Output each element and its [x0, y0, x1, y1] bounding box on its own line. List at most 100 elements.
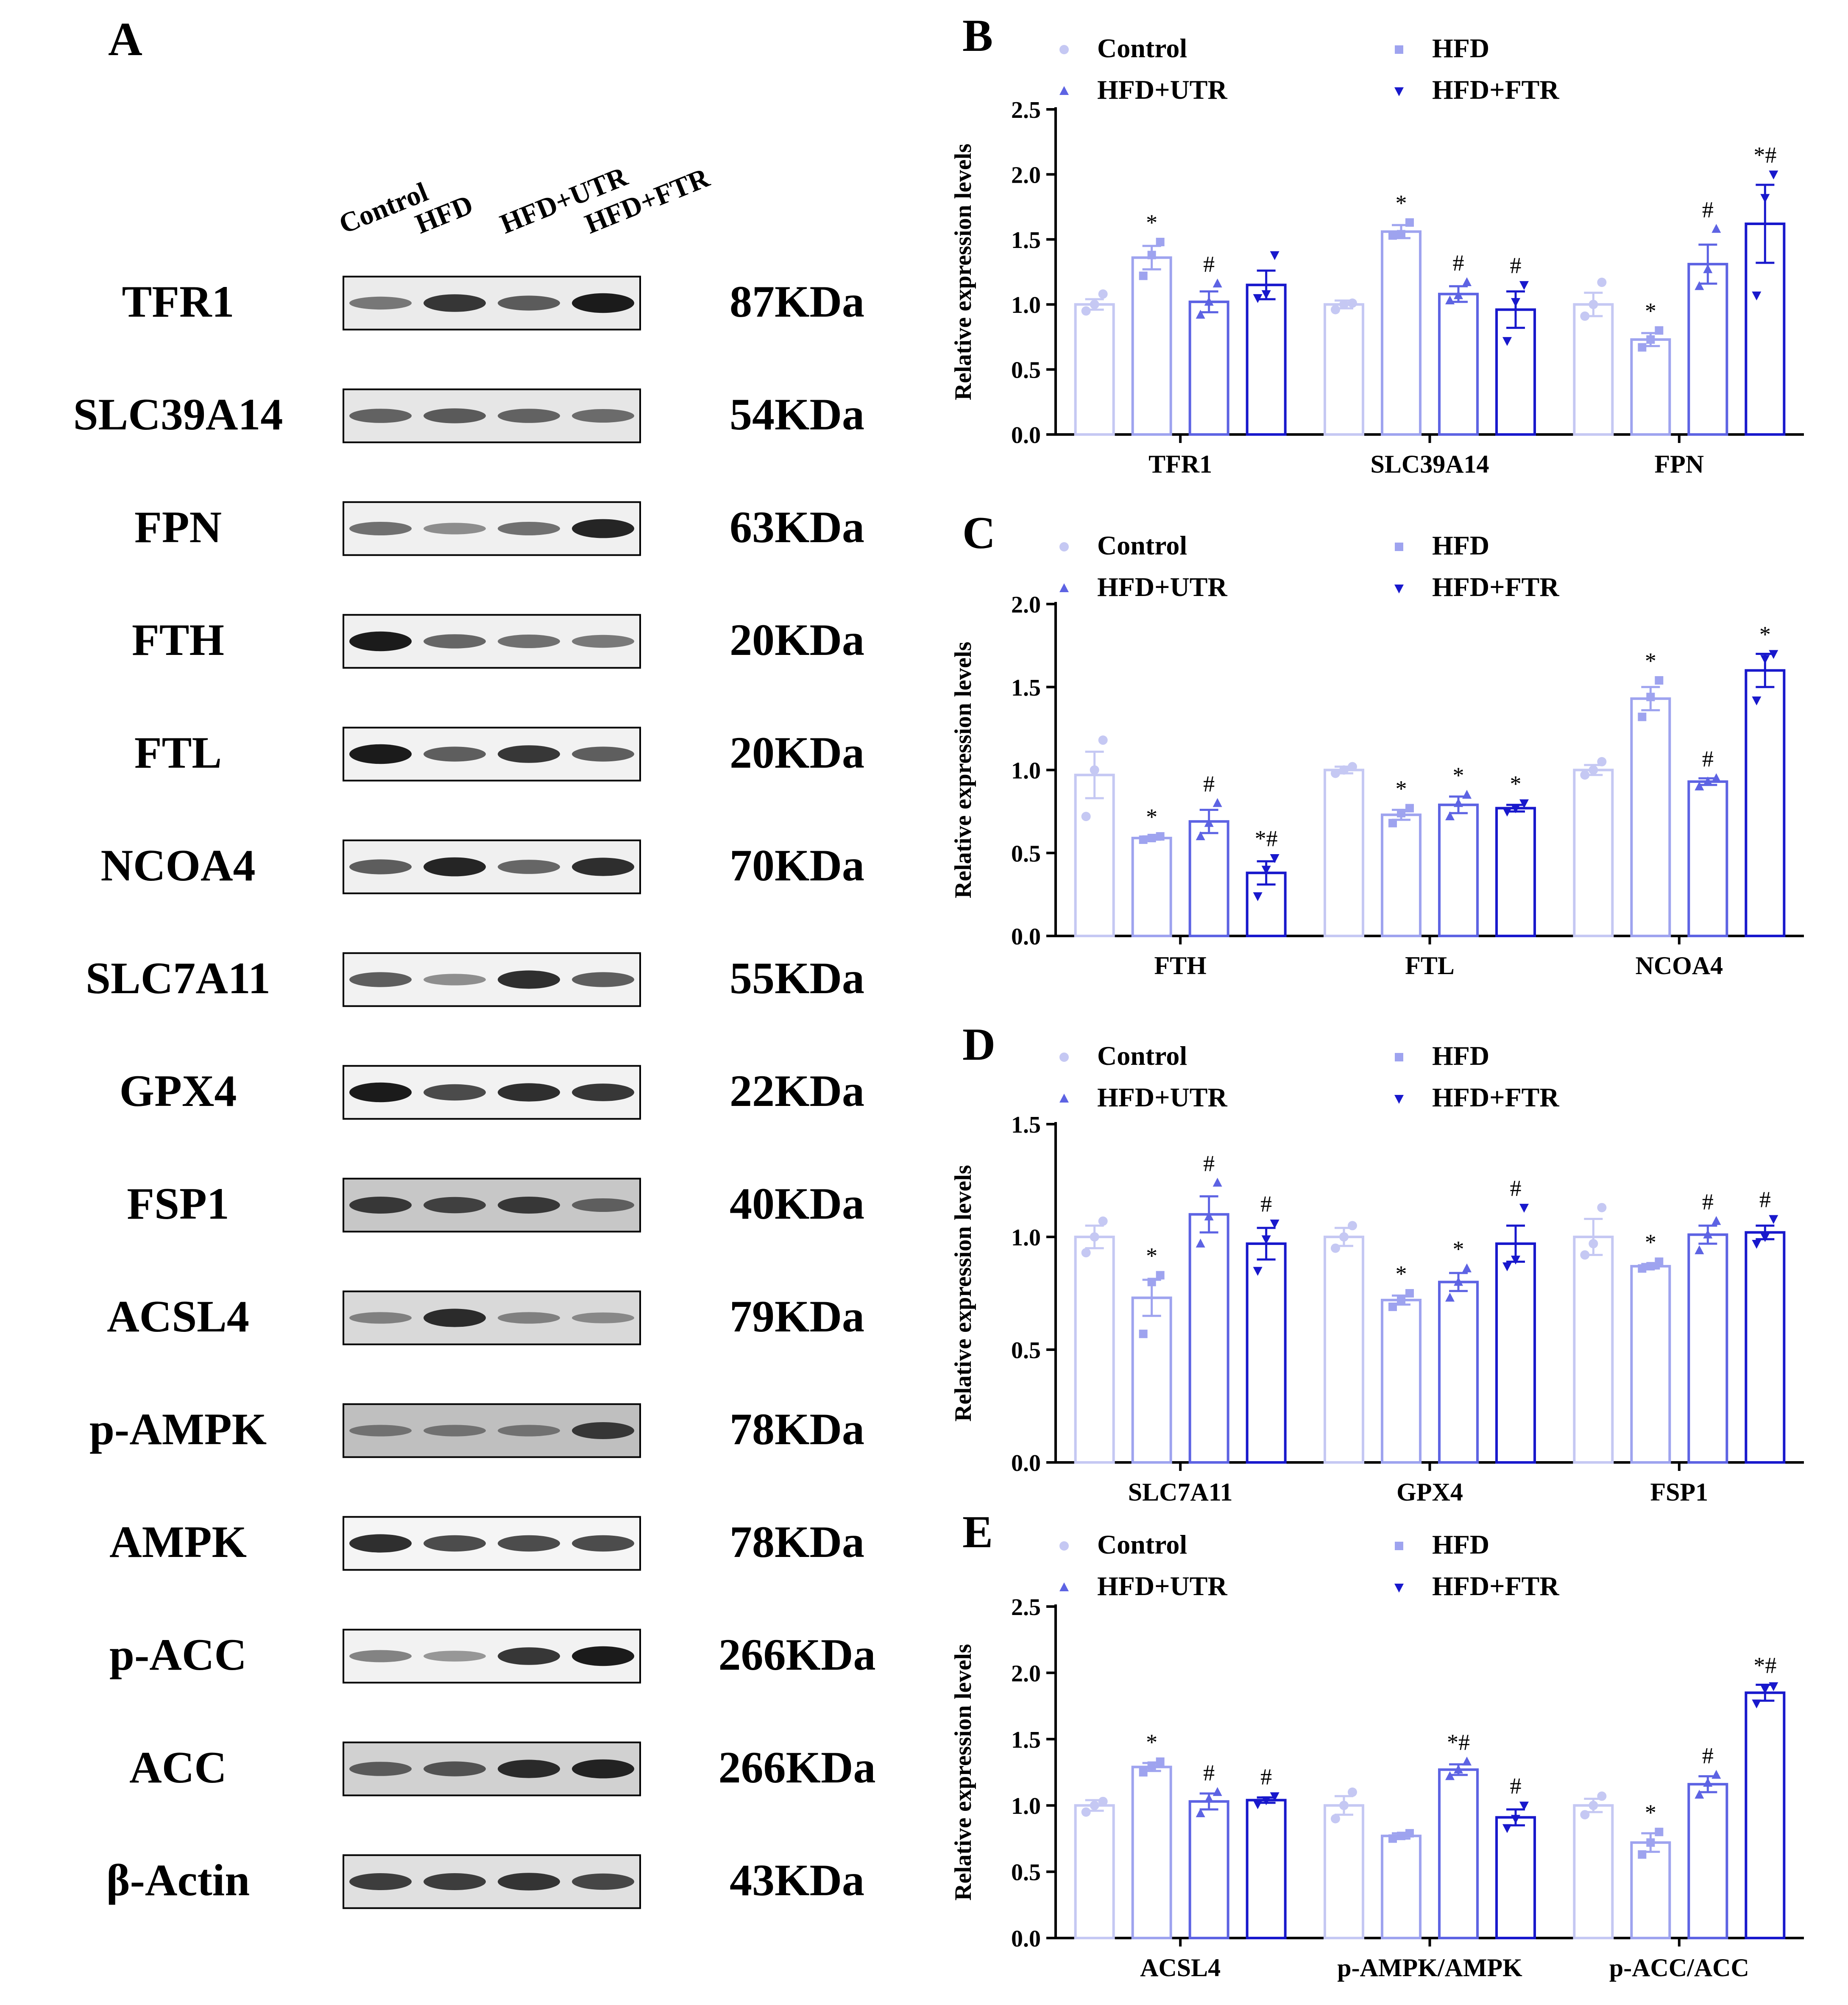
blot-band-hfd	[424, 523, 486, 535]
data-point	[1519, 799, 1529, 808]
y-tick-label: 2.5	[1011, 1594, 1041, 1621]
blot-band-hfd-ftr	[572, 1759, 634, 1779]
y-axis-label: Relative expression levels	[950, 1644, 976, 1901]
data-point	[1589, 1801, 1598, 1810]
bar	[1745, 1691, 1786, 1940]
protein-label: FSP1	[127, 1179, 229, 1228]
bar	[1381, 230, 1422, 436]
blot-band-hfd-ftr	[572, 1083, 634, 1101]
data-point	[1098, 735, 1108, 745]
data-point	[1462, 1756, 1472, 1766]
bar	[1630, 338, 1671, 436]
bar-group-control-slc7a11	[1074, 1216, 1115, 1464]
data-point	[1139, 1329, 1148, 1338]
y-tick-label: 0.5	[1011, 1337, 1041, 1364]
blot-band-hfd-utr	[498, 295, 560, 311]
bar-group-hfd-gpx4: *	[1381, 1261, 1422, 1464]
blot-band-hfd-utr	[498, 1760, 560, 1778]
data-point	[1212, 278, 1222, 288]
bar	[1324, 1236, 1364, 1464]
data-point	[1196, 831, 1205, 841]
legend-label: HFD	[1432, 1529, 1489, 1559]
data-point	[1445, 1292, 1455, 1302]
data-point	[1462, 790, 1472, 799]
data-point	[1204, 1211, 1214, 1221]
y-tick-label: 2.0	[1011, 592, 1041, 618]
bar	[1745, 1231, 1786, 1464]
panel-label: D	[962, 1019, 995, 1070]
bar	[1324, 769, 1364, 937]
legend-label: Control	[1097, 33, 1187, 63]
data-point	[1339, 1232, 1349, 1242]
data-point	[1156, 237, 1165, 246]
molecular-weight-label: 266KDa	[719, 1630, 876, 1679]
data-point	[1331, 769, 1340, 778]
data-point	[1646, 335, 1655, 344]
bar-group-hfd-fth: *	[1131, 804, 1172, 938]
significance-mark: *#	[1753, 1653, 1776, 1678]
bar-group-hfd-ftr-fsp1: #	[1745, 1186, 1786, 1464]
data-point	[1397, 230, 1405, 239]
data-point	[1580, 770, 1590, 780]
bar	[1324, 1804, 1364, 1940]
legend-label: HFD+FTR	[1432, 1571, 1559, 1601]
data-point	[1703, 1778, 1713, 1787]
data-point	[1511, 1815, 1520, 1824]
data-point	[1397, 1295, 1405, 1304]
y-tick-label: 1.0	[1011, 758, 1041, 784]
legend-label: HFD+UTR	[1097, 75, 1227, 105]
blot-band-control	[349, 1425, 412, 1437]
data-point	[1261, 866, 1271, 875]
blot-band-hfd	[424, 746, 486, 762]
data-point	[1454, 1764, 1463, 1774]
bar	[1381, 1835, 1422, 1940]
bar	[1438, 1768, 1479, 1940]
blot-band-hfd-utr	[498, 635, 560, 648]
legend-marker	[1394, 87, 1404, 96]
legend-marker	[1059, 1094, 1069, 1103]
legend-item-hfd-utr: HFD+UTR	[1059, 75, 1227, 105]
blot-band-hfd	[424, 1197, 486, 1214]
bar-group-hfd-ftr-tfr1	[1246, 251, 1287, 436]
significance-mark: #	[1510, 253, 1522, 278]
blot-band-hfd-utr	[498, 1535, 560, 1552]
significance-mark: #	[1702, 1743, 1714, 1768]
bar	[1438, 292, 1479, 436]
significance-mark: *	[1146, 210, 1157, 235]
data-point	[1580, 1250, 1590, 1260]
bar	[1573, 1804, 1614, 1940]
legend-item-hfd-ftr: HFD+FTR	[1394, 1082, 1559, 1112]
data-point	[1502, 808, 1512, 817]
data-point	[1454, 798, 1463, 807]
molecular-weight-label: 22KDa	[730, 1066, 864, 1116]
data-point	[1397, 809, 1405, 818]
significance-mark: *	[1396, 1261, 1407, 1287]
y-axis-label: Relative expression levels	[950, 1165, 976, 1422]
bar	[1324, 303, 1364, 436]
blot-band-control	[349, 859, 412, 874]
data-point	[1454, 290, 1463, 299]
data-point	[1597, 757, 1607, 766]
bar	[1381, 1298, 1422, 1464]
y-tick-label: 0.0	[1011, 1450, 1041, 1476]
data-point	[1655, 1257, 1664, 1266]
blot-band-control	[349, 296, 412, 310]
data-point	[1261, 290, 1271, 299]
data-point	[1196, 1808, 1205, 1817]
protein-label: β-Actin	[106, 1855, 250, 1905]
data-point	[1760, 1685, 1770, 1694]
blot-band-hfd	[424, 1535, 486, 1552]
bar-group-control-gpx4	[1324, 1221, 1364, 1464]
significance-mark: *	[1453, 1236, 1464, 1261]
significance-mark: *	[1146, 1243, 1157, 1268]
data-point	[1147, 834, 1156, 843]
bar-group-hfd-utr-ncoa4: #	[1687, 746, 1728, 938]
blot-band-hfd-ftr	[572, 746, 634, 762]
blot-band-hfd-ftr	[572, 293, 634, 313]
blot-band-hfd-ftr	[572, 972, 634, 987]
data-point	[1156, 832, 1165, 841]
data-point	[1711, 224, 1721, 233]
significance-mark: #	[1510, 1175, 1522, 1201]
y-tick-label: 1.0	[1011, 1793, 1041, 1819]
protein-label: ACSL4	[107, 1292, 249, 1341]
